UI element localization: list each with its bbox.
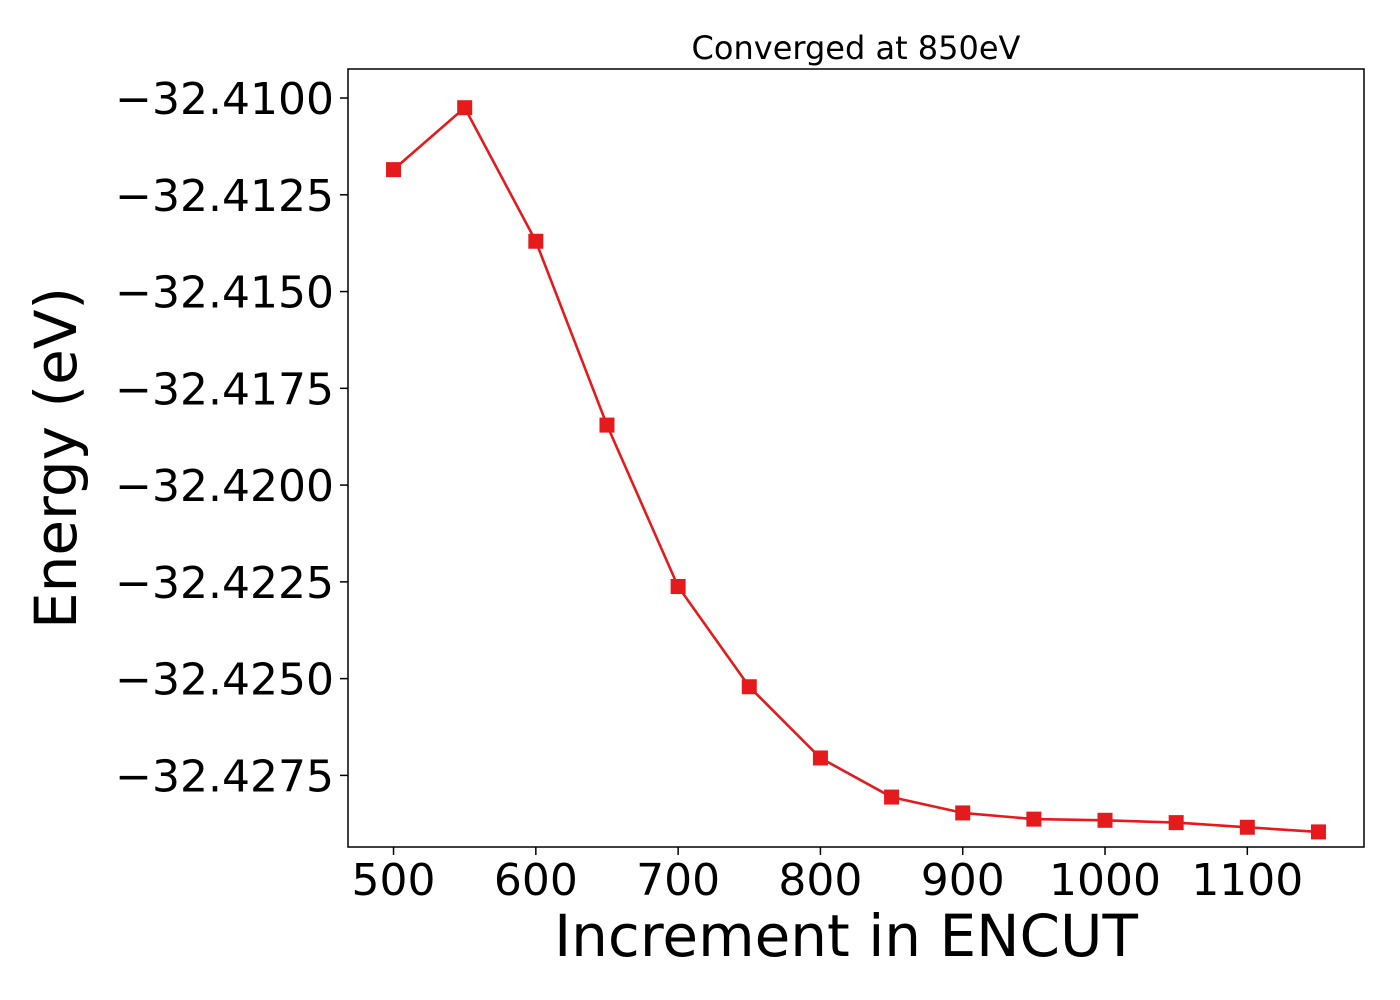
y-axis-label: Energy (eV) bbox=[22, 287, 90, 629]
x-axis: 500 600 700 800 900 1000 1100 bbox=[352, 847, 1303, 906]
data-point-marker bbox=[599, 417, 615, 433]
plot-area bbox=[386, 100, 1326, 840]
y-tick-label: −32.4100 bbox=[115, 74, 334, 125]
series-line bbox=[392, 106, 1319, 834]
data-point-marker bbox=[1239, 819, 1255, 835]
data-point-marker bbox=[812, 750, 828, 766]
data-point-marker bbox=[1168, 815, 1184, 831]
data-point-marker bbox=[1310, 824, 1326, 840]
data-point-marker bbox=[1026, 811, 1042, 827]
x-tick-label: 900 bbox=[921, 855, 1005, 906]
y-tick-label: −32.4200 bbox=[115, 461, 334, 512]
x-tick-label: 600 bbox=[494, 855, 578, 906]
data-point-marker bbox=[457, 100, 473, 116]
y-tick-label: −32.4150 bbox=[115, 268, 334, 319]
y-tick-label: −32.4125 bbox=[115, 171, 334, 222]
x-tick-label: 1000 bbox=[1049, 855, 1161, 906]
y-tick-label: −32.4175 bbox=[115, 364, 334, 415]
x-tick-label: 700 bbox=[636, 855, 720, 906]
y-tick-label: −32.4225 bbox=[115, 558, 334, 609]
x-tick-label: 1100 bbox=[1191, 855, 1303, 906]
plot-frame bbox=[347, 68, 1365, 848]
chart-title: Converged at 850eV bbox=[692, 29, 1021, 67]
data-point-marker bbox=[386, 162, 402, 178]
x-axis-label: Increment in ENCUT bbox=[554, 902, 1138, 970]
data-point-marker bbox=[884, 789, 900, 805]
x-tick-label: 800 bbox=[778, 855, 862, 906]
data-point-marker bbox=[528, 233, 544, 249]
data-point-marker bbox=[955, 805, 971, 821]
x-tick-label: 500 bbox=[352, 855, 436, 906]
data-point-marker bbox=[741, 679, 757, 695]
y-tick-label: −32.4275 bbox=[115, 751, 334, 802]
y-axis: −32.4100 −32.4125 −32.4150 −32.4175 −32.4200… bbox=[115, 74, 348, 802]
y-tick-label: −32.4250 bbox=[115, 655, 334, 706]
data-point-marker bbox=[1097, 812, 1113, 828]
data-point-marker bbox=[670, 579, 686, 595]
